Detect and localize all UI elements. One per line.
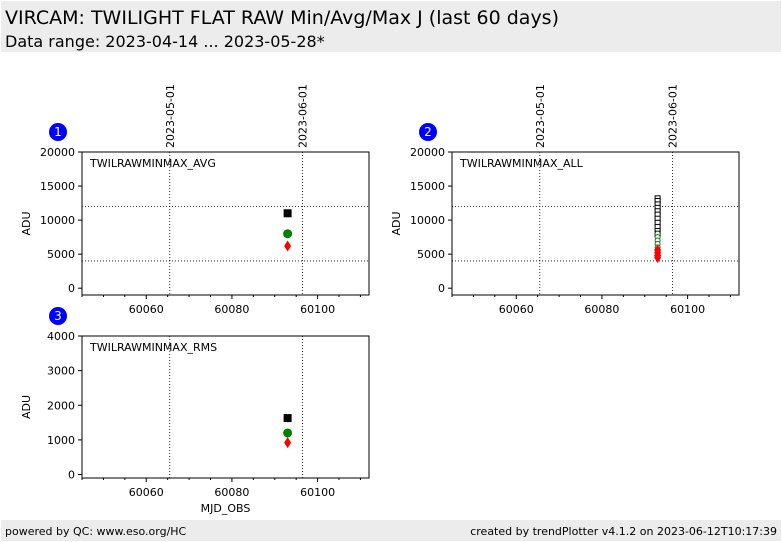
chart2-series-label: TWILRAWMINMAX_ALL	[459, 157, 584, 170]
chart1-ytick-label: 20000	[40, 146, 75, 159]
chart1-xtick-label: 60080	[214, 303, 249, 316]
chart2-xtick-label: 60080	[584, 303, 619, 316]
chart3-ytick-label: 2000	[47, 399, 75, 412]
chart1-ytick-label: 10000	[40, 214, 75, 227]
chart2-xtick-label: 60060	[499, 303, 534, 316]
chart3-point	[284, 437, 292, 449]
header-bar: VIRCAM: TWILIGHT FLAT RAW Min/Avg/Max J …	[1, 1, 781, 52]
footer-created: created by trendPlotter v4.1.2 on 2023-0…	[470, 525, 777, 538]
chart1-series-label: TWILRAWMINMAX_AVG	[89, 157, 216, 170]
chart3-point	[283, 428, 293, 438]
chart2-ytick-label: 10000	[410, 214, 445, 227]
footer-bar: powered by QC: www.eso.org/HC created by…	[1, 520, 781, 541]
chart2-point	[654, 252, 662, 264]
chart2-date-label-1: 2023-06-01	[667, 84, 680, 148]
page-title: VIRCAM: TWILIGHT FLAT RAW Min/Avg/Max J …	[5, 7, 559, 29]
chart3-badge-number: 3	[54, 309, 62, 323]
chart3-xtick-label: 60080	[214, 486, 249, 499]
chart2-ytick-label: 20000	[410, 146, 445, 159]
chart1-ytick-label: 15000	[40, 180, 75, 193]
page-subtitle: Data range: 2023-04-14 ... 2023-05-28*	[5, 32, 325, 51]
chart1-point	[283, 229, 293, 239]
chart1-ylabel: ADU	[20, 211, 33, 235]
chart3-xtick-label: 60060	[129, 486, 164, 499]
chart1-badge-icon	[49, 123, 67, 141]
chart1-frame	[81, 151, 370, 296]
chart2-ytick-label: 15000	[410, 180, 445, 193]
chart1-xtick-label: 60060	[129, 303, 164, 316]
chart3-ytick-label: 3000	[47, 365, 75, 378]
chart1-point	[283, 209, 292, 218]
chart3-series-label: TWILRAWMINMAX_RMS	[89, 341, 217, 354]
chart2-frame	[451, 151, 740, 296]
chart2-ytick-label: 0	[438, 282, 445, 295]
chart3-ytick-label: 0	[68, 469, 75, 482]
chart1-ytick-label: 0	[68, 282, 75, 295]
chart1-xtick-label: 60100	[300, 303, 335, 316]
chart2-ylabel: ADU	[390, 211, 403, 235]
chart3-ytick-label: 1000	[47, 434, 75, 447]
chart3-xlabel: MJD_OBS	[201, 502, 251, 515]
chart3-xtick-label: 60100	[300, 486, 335, 499]
chart1-point	[284, 240, 292, 252]
chart1-date-label-0: 2023-05-01	[164, 84, 177, 148]
footer-credit: powered by QC: www.eso.org/HC	[5, 525, 187, 538]
chart2-date-label-0: 2023-05-01	[534, 84, 547, 148]
chart3-point	[283, 414, 292, 423]
chart1-ytick-label: 5000	[47, 248, 75, 261]
chart2-ytick-label: 5000	[417, 248, 445, 261]
chart3-frame	[81, 335, 370, 479]
chart1-badge-number: 1	[54, 125, 62, 139]
chart2-badge-icon	[419, 123, 437, 141]
chart3-ytick-label: 4000	[47, 330, 75, 343]
chart2-badge-number: 2	[424, 125, 432, 139]
chart1-date-label-1: 2023-06-01	[297, 84, 310, 148]
chart3-badge-icon	[49, 307, 67, 325]
chart3-ylabel: ADU	[20, 395, 33, 419]
chart2-xtick-label: 60100	[670, 303, 705, 316]
